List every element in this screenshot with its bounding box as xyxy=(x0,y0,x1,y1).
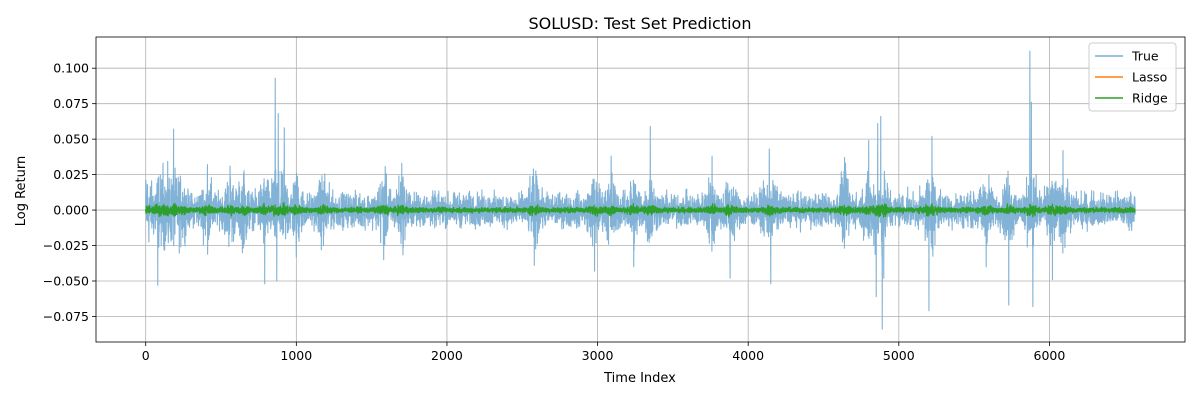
legend-label-true: True xyxy=(1131,49,1159,64)
x-tick-label: 0 xyxy=(142,348,150,363)
series-layer xyxy=(145,50,1136,330)
plot-frame xyxy=(95,36,1186,343)
x-tick-label: 3000 xyxy=(582,348,614,363)
y-tick-label: 0.000 xyxy=(53,203,89,218)
y-tick-label: −0.050 xyxy=(43,274,89,289)
y-axis-label: Log Return xyxy=(14,156,29,227)
y-tick-label: 0.050 xyxy=(53,132,89,147)
grid xyxy=(96,37,1185,342)
series-line-ridge xyxy=(145,202,1136,218)
legend-box xyxy=(1088,42,1177,112)
x-tick-label: 4000 xyxy=(732,348,764,363)
y-tick-label: 0.075 xyxy=(53,96,89,111)
y-tick-label: −0.075 xyxy=(43,309,89,324)
series-line-true xyxy=(145,50,1136,330)
x-axis-ticks: 0 1000 2000 3000 4000 5000 6000 xyxy=(142,342,1066,363)
x-axis-label: Time Index xyxy=(603,371,676,386)
x-tick-label: 1000 xyxy=(280,348,312,363)
chart-title: SOLUSD: Test Set Prediction xyxy=(529,14,752,33)
legend: True Lasso Ridge xyxy=(1088,42,1177,112)
legend-label-lasso: Lasso xyxy=(1132,70,1167,85)
x-tick-label: 2000 xyxy=(431,348,463,363)
x-tick-label: 6000 xyxy=(1034,348,1066,363)
x-tick-label: 5000 xyxy=(883,348,915,363)
legend-label-ridge: Ridge xyxy=(1132,91,1168,106)
y-tick-label: −0.025 xyxy=(43,238,89,253)
y-axis-ticks: −0.075 −0.050 −0.025 0.000 0.025 0.050 0.075 0.… xyxy=(43,61,96,324)
y-tick-label: 0.025 xyxy=(53,167,89,182)
y-tick-label: 0.100 xyxy=(53,61,89,76)
